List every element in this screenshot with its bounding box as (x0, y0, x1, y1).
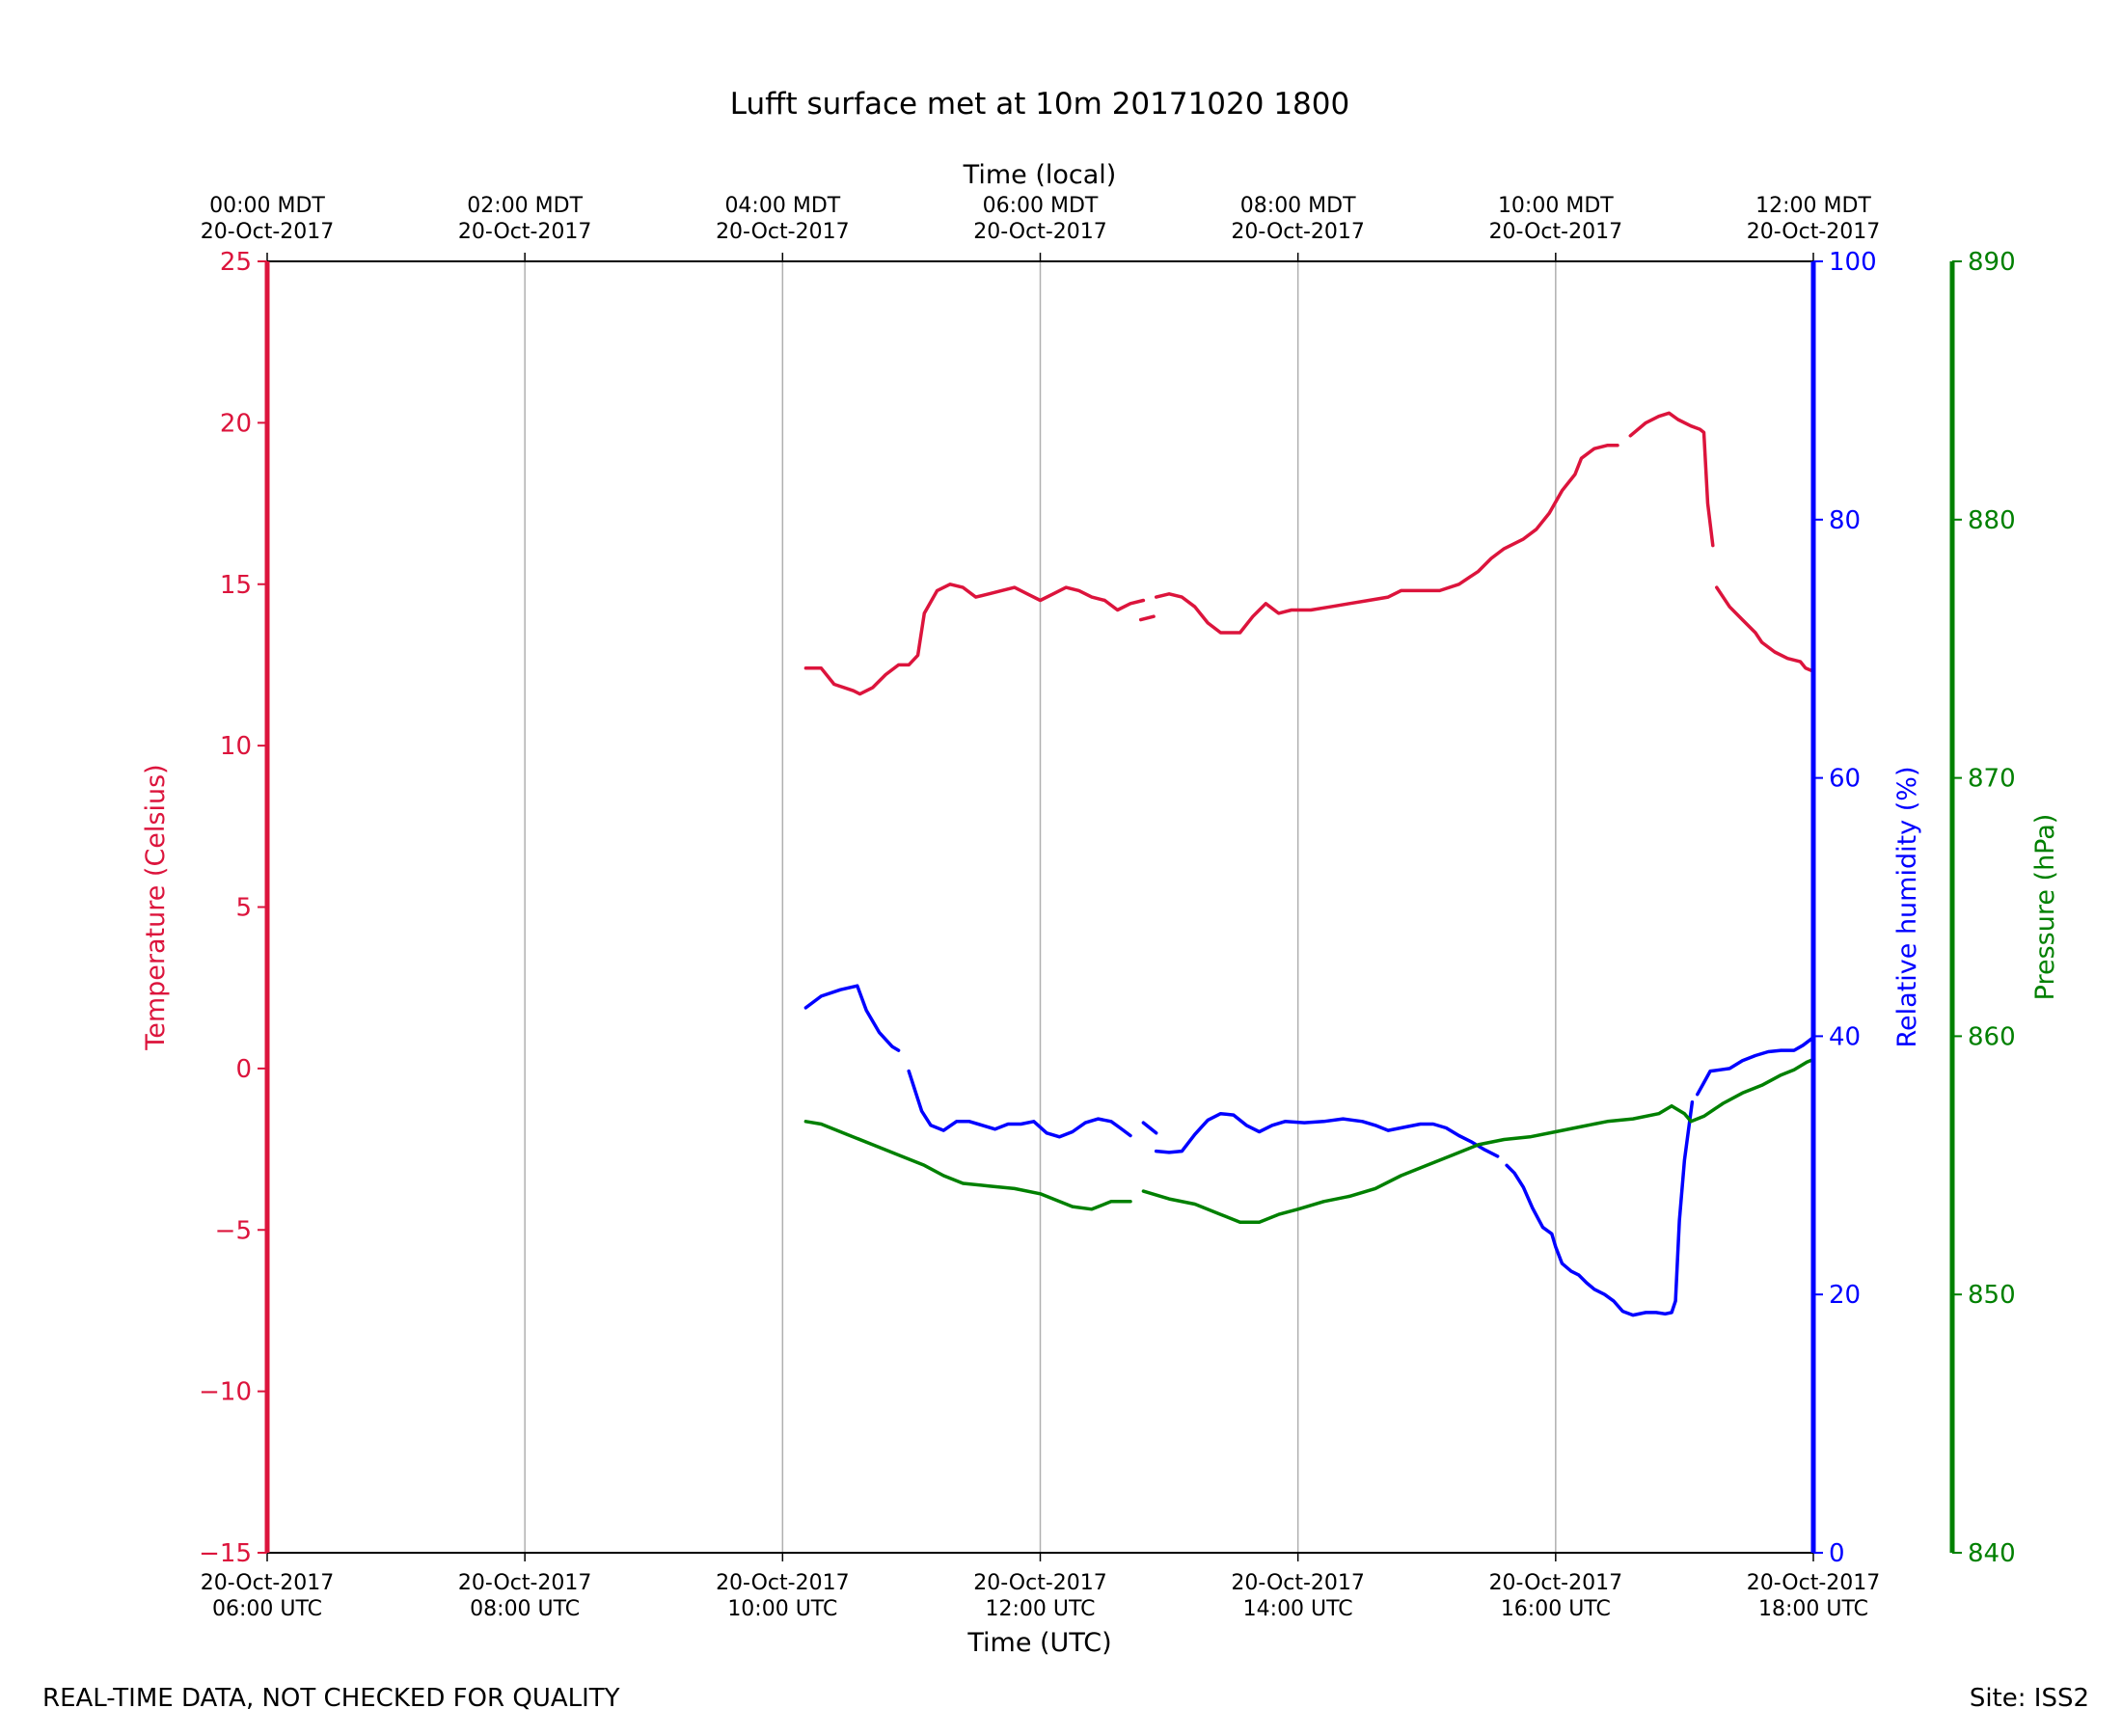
temperature-tick-label: −10 (199, 1378, 252, 1407)
top-tick-label-time: 00:00 MDT (209, 194, 325, 218)
x-tick-label-time: 16:00 UTC (1501, 1597, 1611, 1621)
humidity-tick-label: 40 (1829, 1022, 1861, 1051)
temperature-tick-label: 15 (220, 571, 252, 600)
x-tick-label-date: 20-Oct-2017 (1489, 1571, 1623, 1595)
humidity-axis: 0 20 40 60 80 100 Relative humidity (%) (1813, 248, 1922, 1568)
x-tick-label-time: 18:00 UTC (1758, 1597, 1868, 1621)
temperature-series-line (803, 583, 1146, 696)
temperature-tick-label: −5 (215, 1216, 252, 1245)
temperature-series-line (1138, 614, 1156, 622)
humidity-series-line (907, 1069, 1132, 1139)
pressure-series-line (1141, 1057, 1815, 1224)
top-tick-label-time: 10:00 MDT (1498, 194, 1614, 218)
temperature-tick-label: −15 (199, 1539, 252, 1568)
humidity-series-line (1505, 1099, 1695, 1317)
x-tick-label-date: 20-Oct-2017 (716, 1571, 850, 1595)
x-tick-label-date: 20-Oct-2017 (973, 1571, 1107, 1595)
series-layer (803, 411, 1815, 1317)
pressure-axis: 840 850 860 870 880 890 Pressure (hPa) (1952, 248, 2060, 1568)
x-tick-label-date: 20-Oct-2017 (1231, 1571, 1365, 1595)
humidity-tick-label: 20 (1829, 1281, 1861, 1310)
x-tick-label-time: 06:00 UTC (212, 1597, 322, 1621)
top-tick-label-time: 08:00 MDT (1240, 194, 1356, 218)
temperature-tick-label: 5 (235, 894, 252, 923)
humidity-tick-label: 100 (1829, 248, 1877, 277)
bottom-axis-label: Time (UTC) (966, 1628, 1111, 1658)
pressure-tick-label: 890 (1968, 248, 2016, 277)
humidity-tick-label: 60 (1829, 765, 1861, 794)
x-tick-label-time: 12:00 UTC (985, 1597, 1095, 1621)
pressure-tick-label: 860 (1968, 1022, 2016, 1051)
humidity-series-line (803, 984, 901, 1052)
x-tick-label-date: 20-Oct-2017 (201, 1571, 335, 1595)
pressure-tick-label: 870 (1968, 765, 2016, 794)
top-tick-label-date: 20-Oct-2017 (1489, 220, 1623, 244)
grid-lines (524, 261, 1557, 1553)
pressure-series-line (803, 1120, 1132, 1211)
top-tick-label-date: 20-Oct-2017 (1747, 220, 1881, 244)
site-label: Site: ISS2 (1969, 1684, 2089, 1713)
chart-title: Lufft surface met at 10m 20171020 1800 (730, 87, 1349, 122)
top-tick-label-date: 20-Oct-2017 (458, 220, 592, 244)
x-tick-label-date: 20-Oct-2017 (458, 1571, 592, 1595)
temperature-axis: −15 −10 −5 0 5 10 15 20 25 Temperature (Celsius) (141, 248, 267, 1568)
x-tick-label-time: 10:00 UTC (727, 1597, 837, 1621)
x-tick-label-time: 08:00 UTC (470, 1597, 580, 1621)
pressure-tick-label: 840 (1968, 1539, 2016, 1568)
temperature-axis-label: Temperature (Celsius) (141, 764, 171, 1050)
quality-note: REAL-TIME DATA, NOT CHECKED FOR QUALITY (42, 1684, 620, 1713)
top-tick-label-time: 06:00 MDT (983, 194, 1099, 218)
humidity-axis-label: Relative humidity (%) (1892, 766, 1922, 1047)
pressure-tick-label: 880 (1968, 506, 2016, 535)
temperature-tick-label: 0 (235, 1055, 252, 1084)
temperature-tick-label: 25 (220, 248, 252, 277)
temperature-series-line (1154, 444, 1619, 635)
top-tick-label-date: 20-Oct-2017 (1231, 220, 1365, 244)
top-tick-label-time: 02:00 MDT (467, 194, 583, 218)
temperature-series-line (1715, 585, 1815, 673)
top-tick-label-date: 20-Oct-2017 (201, 220, 335, 244)
top-tick-label-date: 20-Oct-2017 (973, 220, 1107, 244)
top-tick-label-time: 12:00 MDT (1755, 194, 1871, 218)
top-tick-label-time: 04:00 MDT (724, 194, 840, 218)
x-tick-label-date: 20-Oct-2017 (1747, 1571, 1881, 1595)
top-tick-label-date: 20-Oct-2017 (716, 220, 850, 244)
x-tick-label-time: 14:00 UTC (1243, 1597, 1353, 1621)
humidity-series-line (1141, 1121, 1158, 1135)
pressure-tick-label: 850 (1968, 1281, 2016, 1310)
pressure-axis-label: Pressure (hPa) (2030, 814, 2060, 1001)
humidity-tick-label: 80 (1829, 506, 1861, 535)
temperature-tick-label: 20 (220, 409, 252, 438)
top-axis-label: Time (local) (963, 160, 1117, 190)
humidity-series-line (1696, 1035, 1815, 1097)
humidity-series-line (1154, 1111, 1500, 1158)
temperature-series-line (1628, 411, 1715, 548)
humidity-tick-label: 0 (1829, 1539, 1845, 1568)
temperature-tick-label: 10 (220, 732, 252, 761)
